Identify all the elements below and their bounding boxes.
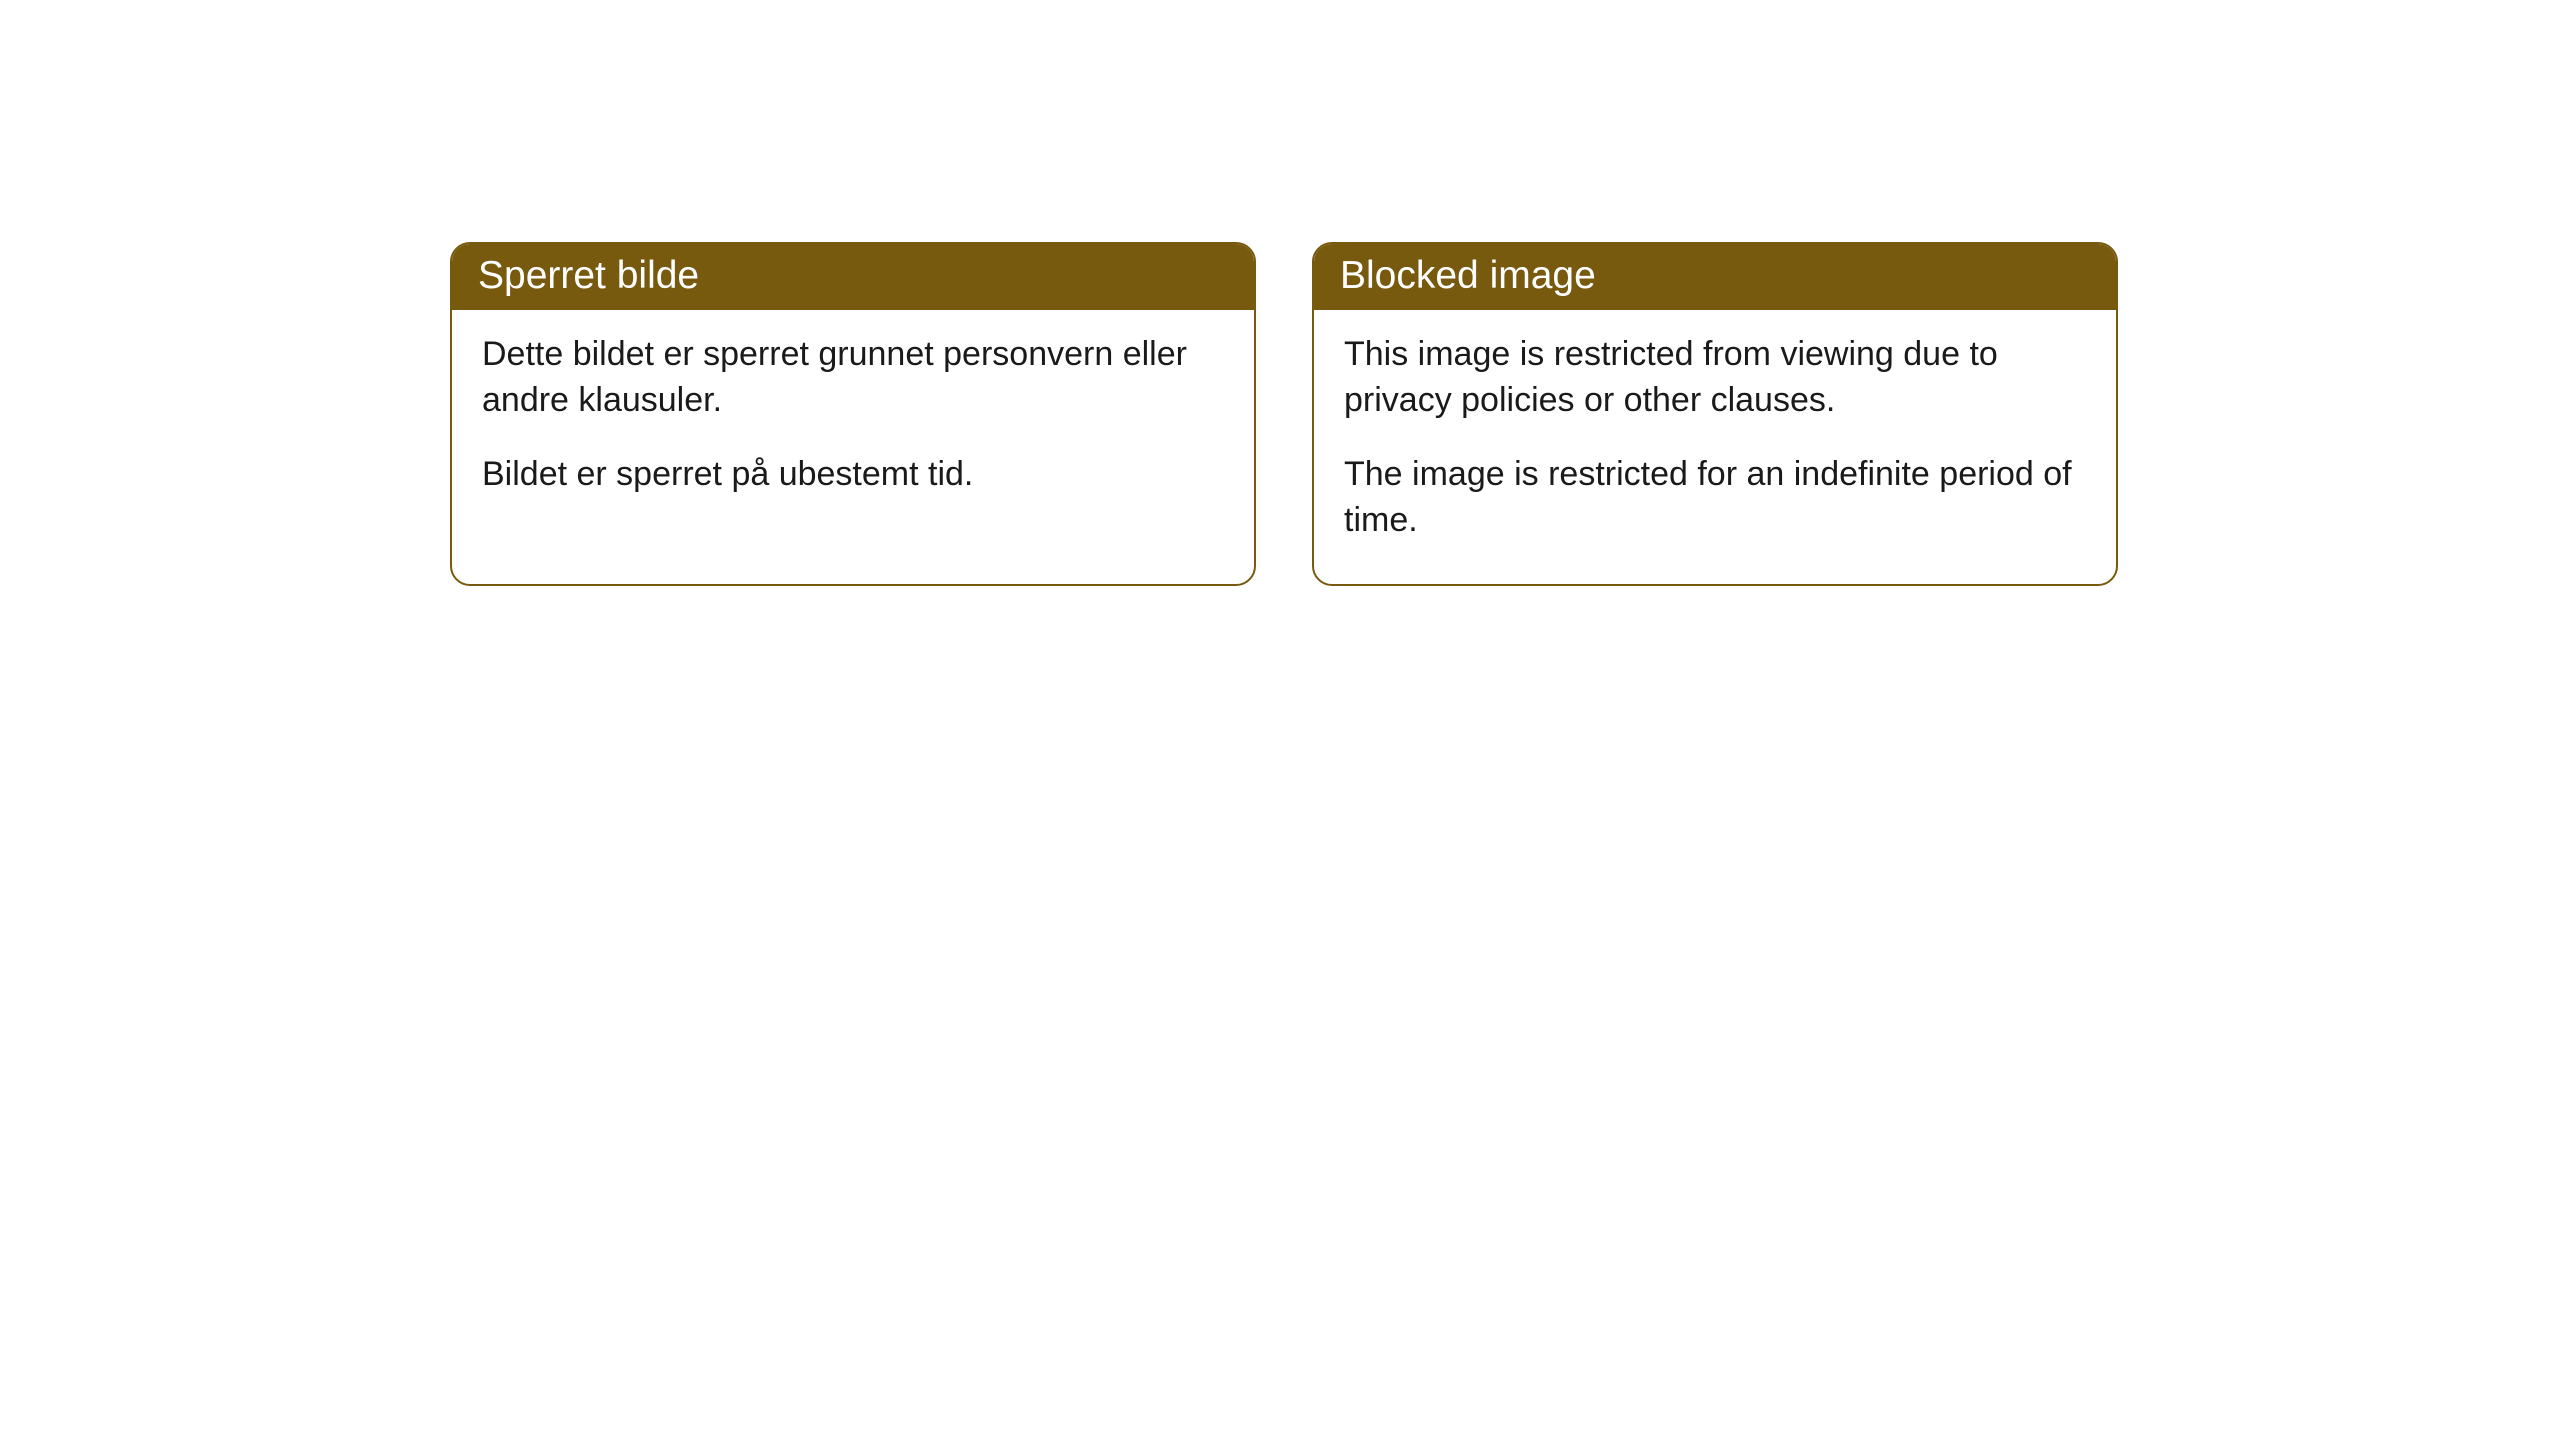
card-header-norwegian: Sperret bilde: [452, 244, 1254, 310]
notice-text-norwegian-1: Dette bildet er sperret grunnet personve…: [482, 332, 1224, 424]
card-body-norwegian: Dette bildet er sperret grunnet personve…: [452, 310, 1254, 538]
notice-text-english-1: This image is restricted from viewing du…: [1344, 332, 2086, 424]
card-body-english: This image is restricted from viewing du…: [1314, 310, 2116, 584]
blocked-image-card-norwegian: Sperret bilde Dette bildet er sperret gr…: [450, 242, 1256, 586]
notice-cards-container: Sperret bilde Dette bildet er sperret gr…: [0, 0, 2560, 586]
notice-text-english-2: The image is restricted for an indefinit…: [1344, 452, 2086, 544]
notice-text-norwegian-2: Bildet er sperret på ubestemt tid.: [482, 452, 1224, 498]
blocked-image-card-english: Blocked image This image is restricted f…: [1312, 242, 2118, 586]
card-header-english: Blocked image: [1314, 244, 2116, 310]
